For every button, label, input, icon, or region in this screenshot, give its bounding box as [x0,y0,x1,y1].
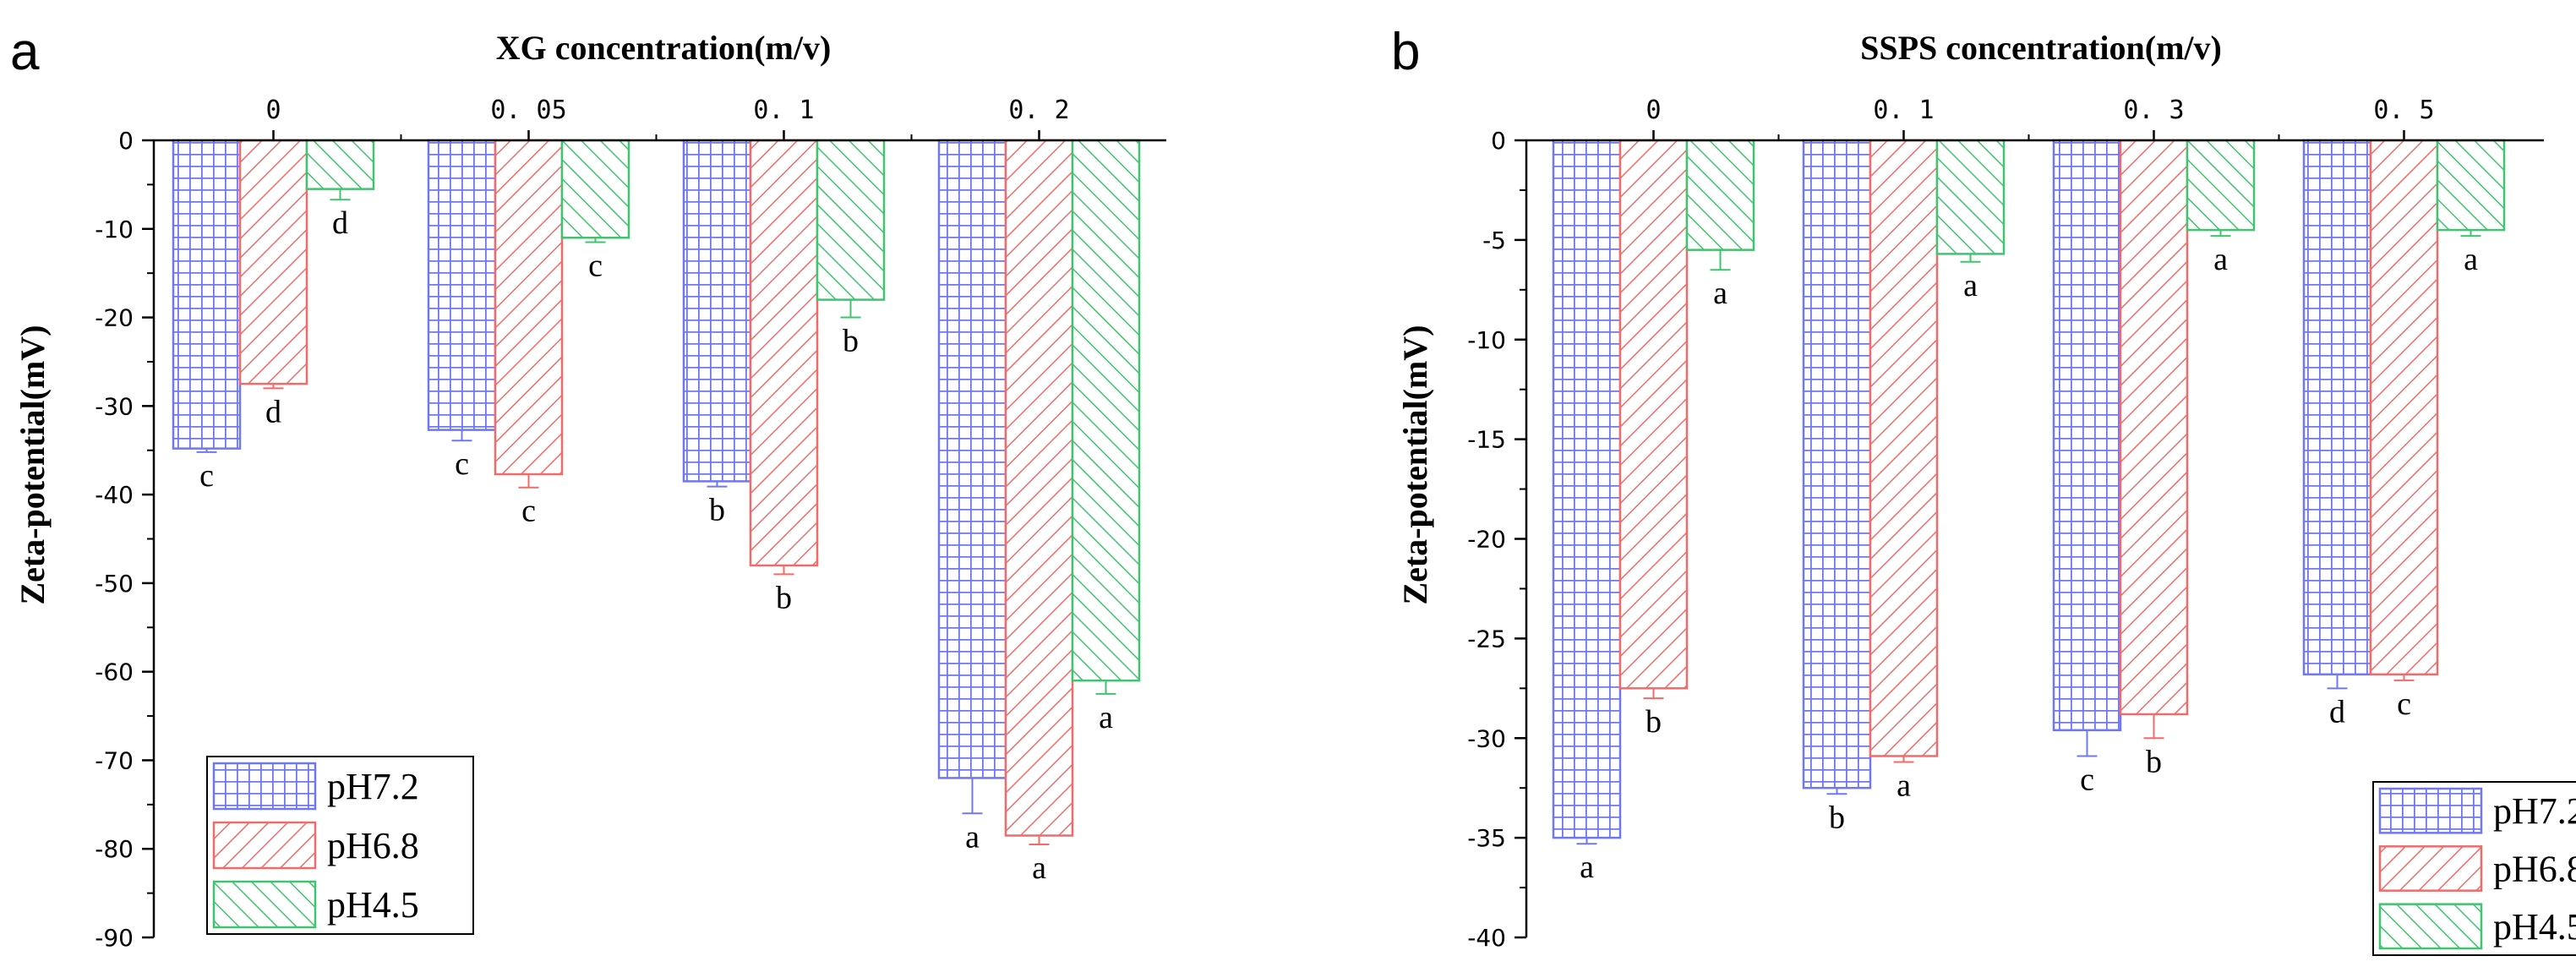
chart-a-xtick-label: 0. 05 [490,96,566,125]
chart-b-ylabel: Zeta-potential(mV) [1396,325,1434,604]
chart-a-ytick-label: -60 [95,658,134,686]
chart-a-bar-pH6.8 [238,139,308,385]
chart-b-ytick-label: 0 [1491,127,1506,155]
chart-b-bar-pH7.2 [2302,139,2372,676]
chart-a-bar-pH7.2 [172,139,242,450]
chart-b-bar-pH7.2 [1552,139,1622,839]
chart-b-sig-letter: a [1963,268,1978,303]
chart-b-legend-label: pH6.8 [2493,849,2576,890]
chart-b-bar-pH6.8 [1618,139,1689,690]
chart-b-ytick-label: -15 [1467,426,1506,454]
chart-b-xtick-label: 0 [1645,96,1661,125]
chart-a-sig-letter: b [843,324,859,359]
panel-letter-b: b [1391,23,1420,81]
chart-b-sig-letter: a [1713,276,1727,311]
chart-a-ytick-label: -20 [95,304,134,332]
chart-a-sig-letter: c [588,248,603,283]
chart-a-bar-pH7.2 [682,139,752,483]
chart-b-legend-swatch [2378,845,2483,892]
chart-a-sig-letter: d [265,394,281,429]
chart-b-bar-pH4.5 [1935,139,2006,255]
chart-a-ytick-label: -50 [95,570,134,598]
chart-b-sig-letter: c [2080,762,2094,797]
chart-b-sig-letter: a [1897,768,1911,804]
chart-a-xtick-label: 0. 1 [753,96,814,125]
chart-b-legend: pH7.2 pH6.8 pH4.5 [2372,781,2576,956]
chart-a-bar-pH4.5 [1071,139,1141,682]
chart-b-bar-pH6.8 [2119,139,2189,716]
chart-a-sig-letter: d [332,205,348,241]
chart-b-legend-label: pH7.2 [2493,790,2576,832]
chart-a-bar-pH6.8 [1004,139,1074,837]
chart-b-sig-letter: a [1580,850,1594,885]
chart-a-ylabel: Zeta-potential(mV) [14,325,52,604]
chart-a-legend-label: pH6.8 [327,825,419,866]
chart-b-ytick-label: -10 [1467,326,1506,354]
chart-b-sig-letter: a [2213,242,2228,277]
chart-b-bar-pH7.2 [2052,139,2122,732]
chart-a-legend-swatch [212,880,317,929]
chart-a-bar-pH6.8 [494,139,564,476]
chart-a-ytick-label: -90 [95,924,134,952]
chart-b-ytick-label: -35 [1467,824,1506,852]
chart-b-xtick-label: 0. 3 [2123,96,2184,125]
chart-b-bar-pH6.8 [1869,139,1939,757]
chart-a-sig-letter: a [965,819,980,855]
chart-a-bar-pH4.5 [816,139,886,301]
chart-b-sig-letter: c [2397,686,2411,722]
chart-a-legend-label: pH4.5 [327,884,419,926]
chart-a-sig-letter: b [709,493,725,528]
chart-a-ytick-label: 0 [118,127,134,155]
chart-a-legend-swatch [212,762,317,811]
chart-b-ytick-label: -40 [1467,924,1506,952]
chart-a-ytick-label: -30 [95,392,134,420]
chart-a-legend-label: pH7.2 [327,766,419,807]
chart-a-bar-pH7.2 [937,139,1007,779]
chart-b-ytick-label: -5 [1482,227,1506,254]
chart-a-bar-pH4.5 [305,139,375,190]
chart-a-sig-letter: a [1032,850,1046,886]
chart-b-legend-swatch [2378,903,2483,950]
chart-b-bar-pH7.2 [1802,139,1872,789]
chart-b-sig-letter: d [2329,694,2345,729]
chart-a-bar-pH4.5 [560,139,630,239]
chart-a-sig-letter: b [776,580,792,615]
chart-b-bar-pH6.8 [2369,139,2439,676]
chart-b-legend-swatch [2378,787,2483,834]
chart-b-bar-pH4.5 [2186,139,2256,232]
chart-b-xtick-label: 0. 5 [2373,96,2434,125]
chart-a-legend-swatch [212,821,317,870]
chart-a-ytick-label: -80 [95,835,134,863]
chart-a-sig-letter: a [1099,700,1113,735]
chart-a-sig-letter: c [199,458,214,494]
chart-panel-b: b SSPS concentration(m/v) Zeta-potential… [1391,23,2576,956]
chart-a-legend: pH7.2 pH6.8 pH4.5 [206,756,474,935]
chart-b-ytick-label: -25 [1467,625,1506,653]
chart-a-xtick-label: 0. 2 [1008,96,1069,125]
chart-a-bar-pH6.8 [749,139,819,567]
chart-b-xtick-label: 0. 1 [1873,96,1934,125]
chart-a-ytick-label: -70 [95,746,134,774]
chart-a-sig-letter: c [521,494,536,529]
chart-b-sig-letter: b [2146,744,2162,779]
chart-b-legend-label: pH4.5 [2493,906,2576,948]
chart-panel-a: a XG concentration(m/v) Zeta-potential(m… [10,23,1166,952]
chart-b-sig-letter: b [1645,704,1662,740]
chart-b-ytick-label: -20 [1467,526,1506,554]
chart-a-ytick-label: -10 [95,216,134,243]
chart-b-bar-pH4.5 [2436,139,2506,232]
chart-b-ytick-label: -30 [1467,724,1506,752]
chart-b-sig-letter: a [2464,242,2478,277]
chart-a-title: XG concentration(m/v) [496,29,832,67]
panel-letter-a: a [10,23,40,81]
chart-b-bar-pH4.5 [1685,139,1755,251]
chart-a-bar-pH7.2 [427,139,497,431]
chart-b-sig-letter: b [1829,800,1845,835]
chart-b-title: SSPS concentration(m/v) [1860,29,2222,67]
chart-a-sig-letter: c [455,446,469,482]
chart-a-xtick-label: 0 [265,96,281,125]
chart-a-ytick-label: -40 [95,481,134,509]
